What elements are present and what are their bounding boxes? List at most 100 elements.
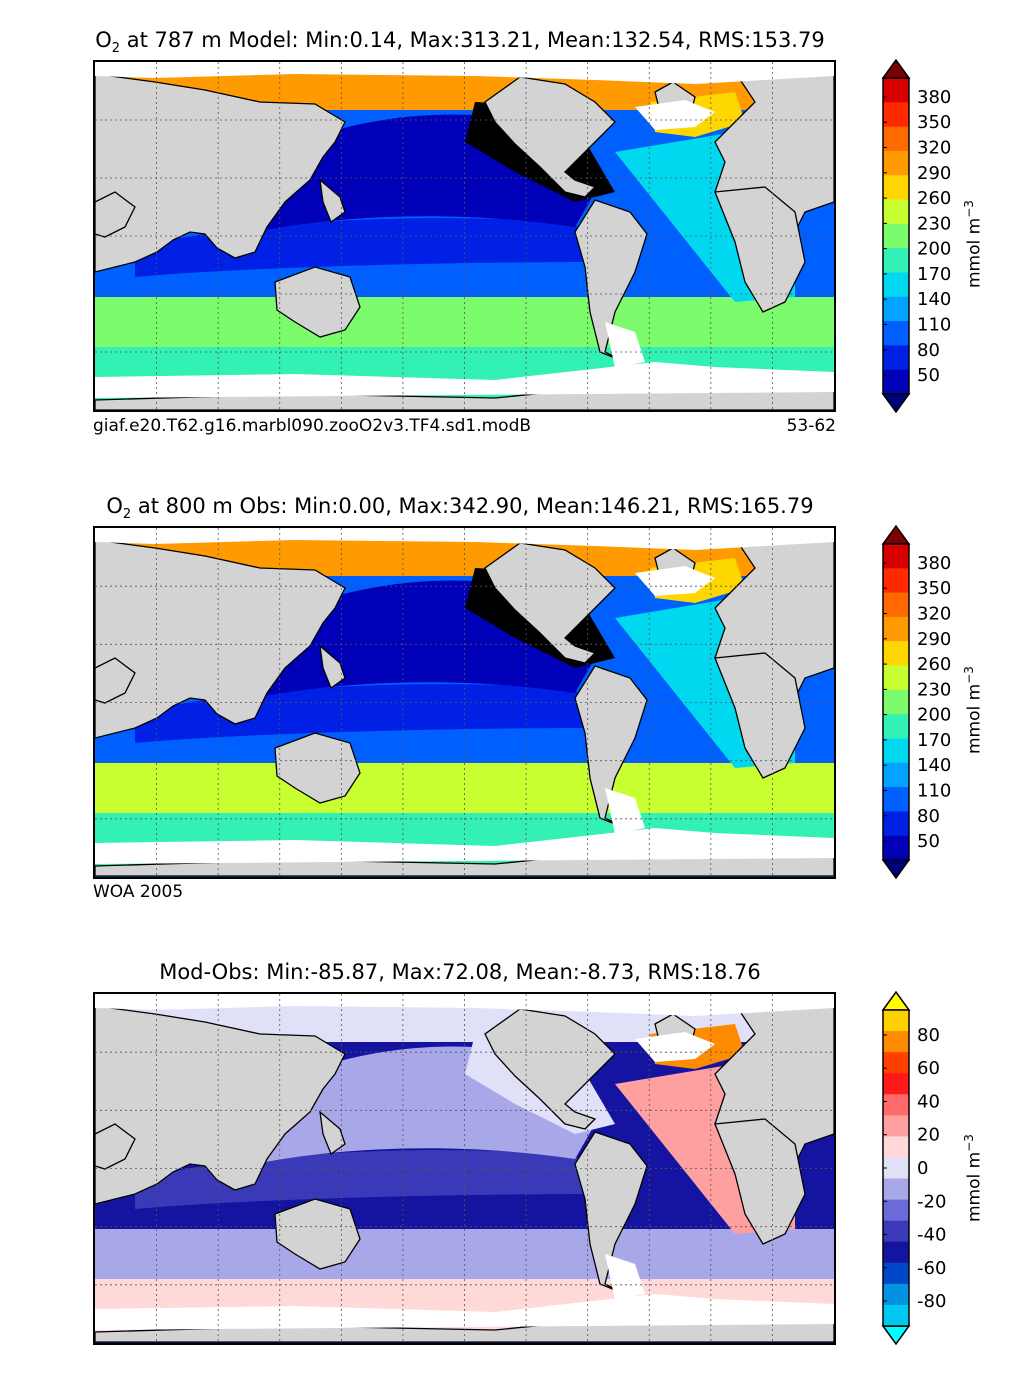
colorbar-tick-label: 0	[917, 1158, 928, 1179]
colorbar-tick-label: 110	[917, 314, 951, 335]
land-mass	[95, 73, 346, 273]
missing-data-area	[605, 788, 645, 834]
land-masses	[95, 69, 834, 410]
graticule	[95, 62, 834, 410]
colorbar-tick-label: 80	[917, 1025, 940, 1046]
model-colorbar: 380 350 320 290 260 230 200 170 140 110 80 50	[881, 58, 951, 414]
colorbar-tick-label: 380	[917, 553, 951, 574]
colorbar-tick-label: 200	[917, 705, 951, 726]
colorbar-tick-label: -40	[917, 1225, 946, 1246]
colorbar-tick-label: 80	[917, 340, 940, 361]
land-mass	[95, 657, 136, 704]
missing-data-area	[635, 100, 715, 130]
missing-data-area	[605, 322, 645, 368]
colorbar-swatch	[883, 78, 909, 103]
obs-colorbar-units: mmol m−3	[962, 666, 985, 754]
colorbar-extend-bottom	[881, 859, 911, 880]
colorbar-swatch	[883, 1115, 909, 1137]
colorbar-swatch	[883, 369, 909, 395]
colorbar-swatch	[883, 1262, 909, 1285]
colorbar-swatch	[883, 150, 909, 176]
colorbar-swatch	[883, 1283, 909, 1306]
diff-colorbar: 80 60 40 20 0 -20 -40 -60 -80	[881, 990, 946, 1346]
obs-map	[93, 526, 836, 879]
colorbar-swatch	[883, 1304, 909, 1327]
graticule	[95, 528, 834, 877]
land-mass	[714, 186, 806, 313]
colorbar-frame	[882, 77, 910, 395]
obs-panel: O2 at 800 m Obs: Min:0.00, Max:342.90, M…	[0, 460, 1020, 920]
colorbar-swatch	[883, 1199, 909, 1222]
land-mass	[319, 178, 346, 224]
land-mass	[319, 1110, 346, 1156]
colorbar-tick-label: 260	[917, 654, 951, 675]
colorbar-extend-bottom	[881, 1325, 911, 1346]
colorbar-swatch	[883, 592, 909, 618]
land-mass	[95, 1005, 346, 1205]
land-mass	[714, 652, 806, 779]
land-mass	[714, 1118, 806, 1245]
colorbar-tick-label: 110	[917, 780, 951, 801]
land-mass	[274, 266, 361, 338]
colorbar-tick-label: 80	[917, 806, 940, 827]
colorbar-tick-label: 350	[917, 112, 951, 133]
colorbar-swatch	[883, 223, 909, 249]
land-mass	[484, 76, 616, 198]
colorbar-extend-top	[881, 58, 911, 79]
colorbar-swatch	[883, 1178, 909, 1201]
colorbar-tick-label: 50	[917, 365, 940, 386]
colorbar-swatch	[883, 321, 909, 346]
land-mass	[95, 1123, 136, 1170]
colorbar-swatch	[883, 665, 909, 691]
model-years: 53-62	[786, 416, 836, 436]
colorbar-swatch	[883, 1220, 909, 1243]
diff-title: Mod-Obs: Min:-85.87, Max:72.08, Mean:-8.…	[159, 960, 761, 984]
colorbar-tick-label: 170	[917, 730, 951, 751]
graticule	[95, 994, 834, 1343]
diff-colorbar-units: mmol m−3	[962, 1134, 985, 1222]
colorbar-tick-label: 260	[917, 188, 951, 209]
colorbar-tick-label: 290	[917, 629, 951, 650]
land-mass	[95, 191, 136, 238]
colorbar-swatch	[883, 1073, 909, 1095]
obs-source: WOA 2005	[93, 882, 184, 902]
missing-data-area	[605, 1254, 645, 1300]
colorbar-swatch	[883, 641, 909, 667]
colorbar-swatch	[883, 248, 909, 273]
missing-data-area	[635, 566, 715, 596]
colorbar-swatch	[883, 568, 909, 594]
colorbar-swatch	[883, 616, 909, 642]
land-mass	[274, 1198, 361, 1270]
colorbar-extend-top	[881, 990, 911, 1011]
colorbar-swatch	[883, 296, 909, 322]
colorbar-tick-label: 320	[917, 138, 951, 159]
colorbar-tick-label: 230	[917, 213, 951, 234]
obs-title: O2 at 800 m Obs: Min:0.00, Max:342.90, M…	[106, 494, 814, 523]
model-map-svg	[95, 62, 834, 410]
missing-data-area	[635, 1032, 715, 1062]
model-map	[93, 60, 836, 412]
model-title: O2 at 787 m Model: Min:0.14, Max:313.21,…	[95, 28, 825, 57]
colorbar-swatch	[883, 1136, 909, 1158]
colorbar-swatch	[883, 102, 909, 128]
diff-map-svg	[95, 994, 834, 1343]
colorbar-swatch	[883, 345, 909, 371]
model-colorbar-units: mmol m−3	[962, 200, 985, 288]
colorbar-swatch	[883, 272, 909, 298]
colorbar-swatch	[883, 811, 909, 837]
colorbar-tick-label: 290	[917, 163, 951, 184]
colorbar-swatch	[883, 199, 909, 225]
colorbar-swatch	[883, 544, 909, 569]
land-mass	[484, 1008, 616, 1130]
colorbar-swatch	[883, 1094, 909, 1116]
model-panel: O2 at 787 m Model: Min:0.14, Max:313.21,…	[0, 0, 1020, 460]
colorbar-tick-label: -20	[917, 1191, 946, 1212]
colorbar-swatch	[883, 175, 909, 201]
obs-map-svg	[95, 528, 834, 877]
diff-map	[93, 992, 836, 1345]
colorbar-tick-label: -80	[917, 1291, 946, 1312]
land-mass	[484, 542, 616, 664]
colorbar-tick-label: 350	[917, 578, 951, 599]
colorbar-frame	[882, 543, 910, 861]
colorbar-swatch	[883, 1052, 909, 1074]
